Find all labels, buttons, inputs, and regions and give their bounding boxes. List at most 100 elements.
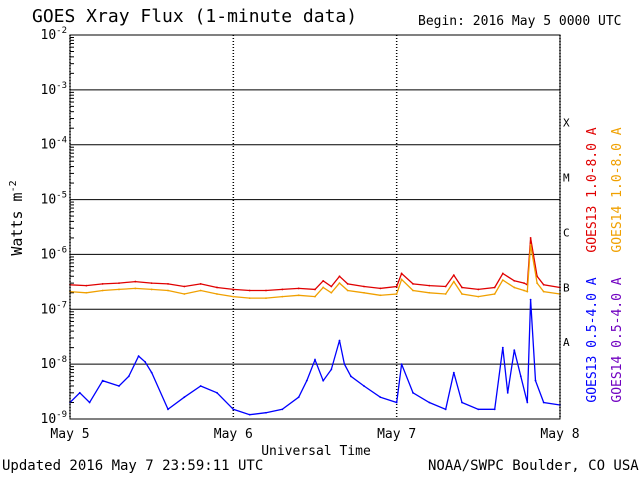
data-point xyxy=(199,385,202,387)
data-point xyxy=(395,401,398,404)
data-point xyxy=(519,375,522,378)
data-point xyxy=(493,293,496,295)
data-point xyxy=(265,289,267,292)
y-tick-label: 10-7 xyxy=(41,300,68,317)
data-point xyxy=(379,287,382,290)
data-point xyxy=(477,408,480,411)
data-point xyxy=(314,295,316,298)
y-tick-label: 10-3 xyxy=(41,81,68,98)
data-point xyxy=(534,379,537,382)
data-point xyxy=(265,297,267,299)
data-point xyxy=(542,290,545,293)
data-point xyxy=(297,287,300,290)
x-tick-labels: May 5 May 6 May 7 May 8 xyxy=(50,427,579,442)
data-point xyxy=(529,243,532,246)
data-point xyxy=(523,289,525,292)
flare-class-label: X xyxy=(563,117,570,130)
y-tick-label: 10-5 xyxy=(41,191,68,208)
legend-entry: GOES14 1.0-8.0 A xyxy=(610,127,625,252)
data-point xyxy=(363,385,365,387)
data-point xyxy=(461,401,463,404)
legend: GOES13 1.0-8.0 A GOES14 1.0-8.0 A GOES13 0… xyxy=(585,127,625,402)
data-point xyxy=(444,285,447,288)
legend-entry: GOES14 0.5-4.0 A xyxy=(610,277,625,402)
credit-text: NOAA/SWPC Boulder, CO USA xyxy=(428,458,639,474)
data-point xyxy=(78,391,81,394)
data-point xyxy=(452,274,455,276)
data-point xyxy=(350,375,352,378)
data-point xyxy=(281,288,284,291)
begin-time: Begin: 2016 May 5 0000 UTC xyxy=(418,14,622,29)
data-point xyxy=(281,408,284,411)
data-point xyxy=(88,401,91,404)
data-point xyxy=(248,297,251,299)
data-point xyxy=(216,391,218,394)
data-point xyxy=(144,360,147,363)
data-point xyxy=(379,294,382,297)
data-point xyxy=(461,293,463,295)
x-axis-label: Universal Time xyxy=(261,444,371,459)
data-point xyxy=(501,272,504,275)
data-point xyxy=(452,371,455,374)
data-point xyxy=(330,291,333,294)
data-point xyxy=(167,289,169,292)
data-point xyxy=(363,285,365,288)
data-point xyxy=(412,391,414,394)
data-point xyxy=(85,291,88,294)
data-point xyxy=(395,293,398,295)
flare-class-label: C xyxy=(563,226,570,239)
svg-text:Watts m-2: Watts m-2 xyxy=(8,180,26,255)
data-point xyxy=(265,411,267,414)
y-tick-label: 10-6 xyxy=(41,245,68,262)
data-point xyxy=(167,283,169,285)
data-point xyxy=(444,408,447,411)
data-point xyxy=(536,275,539,278)
data-point xyxy=(428,291,431,294)
data-point xyxy=(101,289,104,292)
flare-class-label: M xyxy=(563,172,570,185)
data-point xyxy=(150,282,153,285)
data-point xyxy=(400,278,403,281)
data-point xyxy=(428,401,431,404)
data-point xyxy=(322,379,325,382)
data-point xyxy=(118,385,120,387)
data-point xyxy=(477,295,480,298)
series-line xyxy=(69,237,561,292)
data-point xyxy=(183,396,186,399)
data-point xyxy=(281,295,284,298)
data-point xyxy=(248,289,251,292)
data-point xyxy=(314,288,316,291)
data-point xyxy=(338,282,341,285)
y-tick-label: 10-4 xyxy=(41,136,68,153)
data-point xyxy=(363,291,365,294)
data-point xyxy=(461,286,463,289)
flare-class-label: A xyxy=(563,336,570,349)
plot-frame xyxy=(69,34,561,420)
data-point xyxy=(338,275,341,278)
y-tick-labels: 10-2 10-3 10-4 10-5 10-6 10-7 10-8 10-9 xyxy=(41,26,68,427)
y-axis-label-text: Watts m xyxy=(8,192,26,255)
data-point xyxy=(216,286,218,289)
data-point xyxy=(330,285,333,288)
data-point xyxy=(167,408,169,411)
data-point xyxy=(506,391,509,394)
data-point xyxy=(513,279,516,282)
y-tick-label: 10-2 xyxy=(41,26,68,43)
data-point xyxy=(150,371,153,374)
data-point xyxy=(513,286,516,289)
y-axis-label-exponent: -2 xyxy=(8,180,19,192)
data-point xyxy=(529,298,532,301)
y-axis-label: Watts m-2 xyxy=(8,180,26,255)
data-point xyxy=(232,408,235,411)
data-point xyxy=(101,283,104,285)
data-point xyxy=(134,280,137,283)
data-point xyxy=(526,401,529,404)
data-point xyxy=(330,368,333,371)
data-point xyxy=(493,408,496,411)
data-point xyxy=(400,363,403,366)
data-point xyxy=(232,295,235,298)
data-point xyxy=(322,279,325,282)
data-point xyxy=(183,293,186,295)
data-point xyxy=(118,288,120,291)
data-point xyxy=(452,280,455,283)
